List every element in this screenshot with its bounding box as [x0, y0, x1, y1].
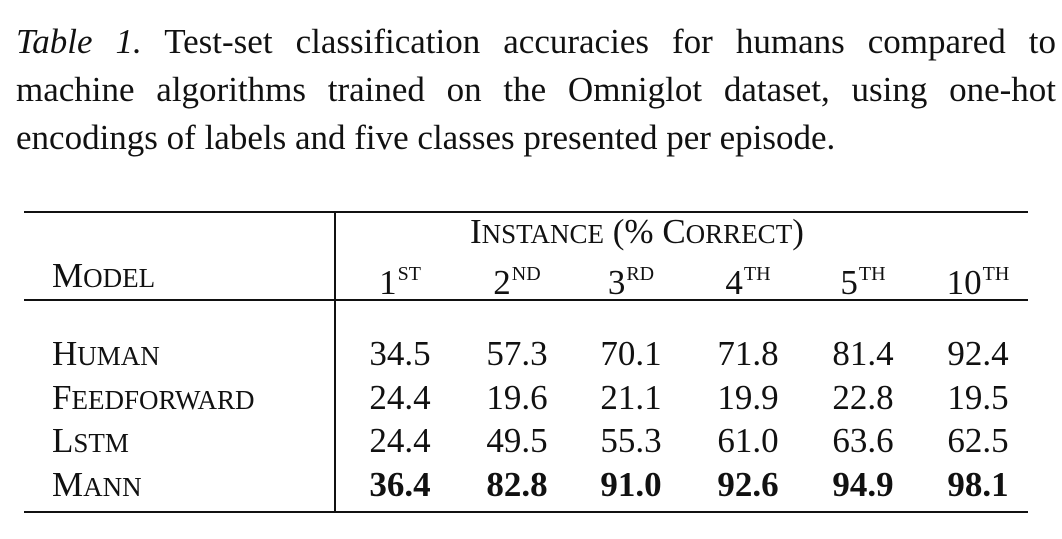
table-cell: 24.4: [369, 421, 431, 460]
column-number: 4: [725, 263, 743, 302]
table-cell: 92.6: [717, 465, 779, 504]
table-row-model: HUMAN: [52, 334, 160, 373]
instance-column-header: 1ST: [350, 254, 450, 303]
table-cell: 21.1: [600, 378, 662, 417]
instance-group-header: INSTANCE (% CORRECT): [470, 212, 804, 251]
table-row-model: MANN: [52, 465, 142, 504]
column-ordinal-suffix: TH: [858, 263, 886, 285]
table-cell: 57.3: [486, 334, 548, 373]
table-cell: 61.0: [717, 421, 779, 460]
top-rule: [24, 211, 1028, 213]
table-cell: 24.4: [369, 378, 431, 417]
instance-column-header: 3RD: [581, 254, 681, 303]
table-cell: 98.1: [947, 465, 1009, 504]
table-caption: Table 1. Test-set classification accurac…: [16, 18, 1056, 162]
table-cell: 19.5: [947, 378, 1009, 417]
table-cell: 91.0: [600, 465, 662, 504]
table-cell: 19.9: [717, 378, 779, 417]
instance-column-header: 10TH: [928, 254, 1028, 303]
table-cell: 81.4: [832, 334, 894, 373]
table-cell: 70.1: [600, 334, 662, 373]
model-column-header: MODEL: [52, 256, 156, 295]
caption-label: Table 1.: [16, 22, 142, 61]
table-row-model: LSTM: [52, 421, 129, 460]
table-cell: 63.6: [832, 421, 894, 460]
table-cell: 22.8: [832, 378, 894, 417]
column-number: 2: [493, 263, 511, 302]
column-number: 5: [840, 263, 858, 302]
header-rule: [24, 299, 1028, 301]
column-number: 10: [946, 263, 982, 302]
instance-column-header: 4TH: [698, 254, 798, 303]
table-cell: 36.4: [369, 465, 431, 504]
column-number: 1: [379, 263, 397, 302]
table-cell: 62.5: [947, 421, 1009, 460]
table-cell: 94.9: [832, 465, 894, 504]
column-divider: [334, 211, 336, 513]
column-ordinal-suffix: RD: [626, 263, 655, 285]
table-cell: 82.8: [486, 465, 548, 504]
caption-text: Test-set classification accuracies for h…: [16, 22, 1056, 157]
column-ordinal-suffix: TH: [743, 263, 771, 285]
column-ordinal-suffix: ST: [397, 263, 421, 285]
table-cell: 34.5: [369, 334, 431, 373]
table-cell: 49.5: [486, 421, 548, 460]
table-row-model: FEEDFORWARD: [52, 378, 255, 417]
column-number: 3: [607, 263, 626, 302]
table-cell: 92.4: [947, 334, 1009, 373]
table-cell: 71.8: [717, 334, 779, 373]
table-cell: 55.3: [600, 421, 662, 460]
instance-column-header: 2ND: [467, 254, 567, 303]
column-ordinal-suffix: ND: [511, 263, 541, 285]
bottom-rule: [24, 511, 1028, 513]
table-cell: 19.6: [486, 378, 548, 417]
instance-column-header: 5TH: [813, 254, 913, 303]
column-ordinal-suffix: TH: [982, 263, 1010, 285]
